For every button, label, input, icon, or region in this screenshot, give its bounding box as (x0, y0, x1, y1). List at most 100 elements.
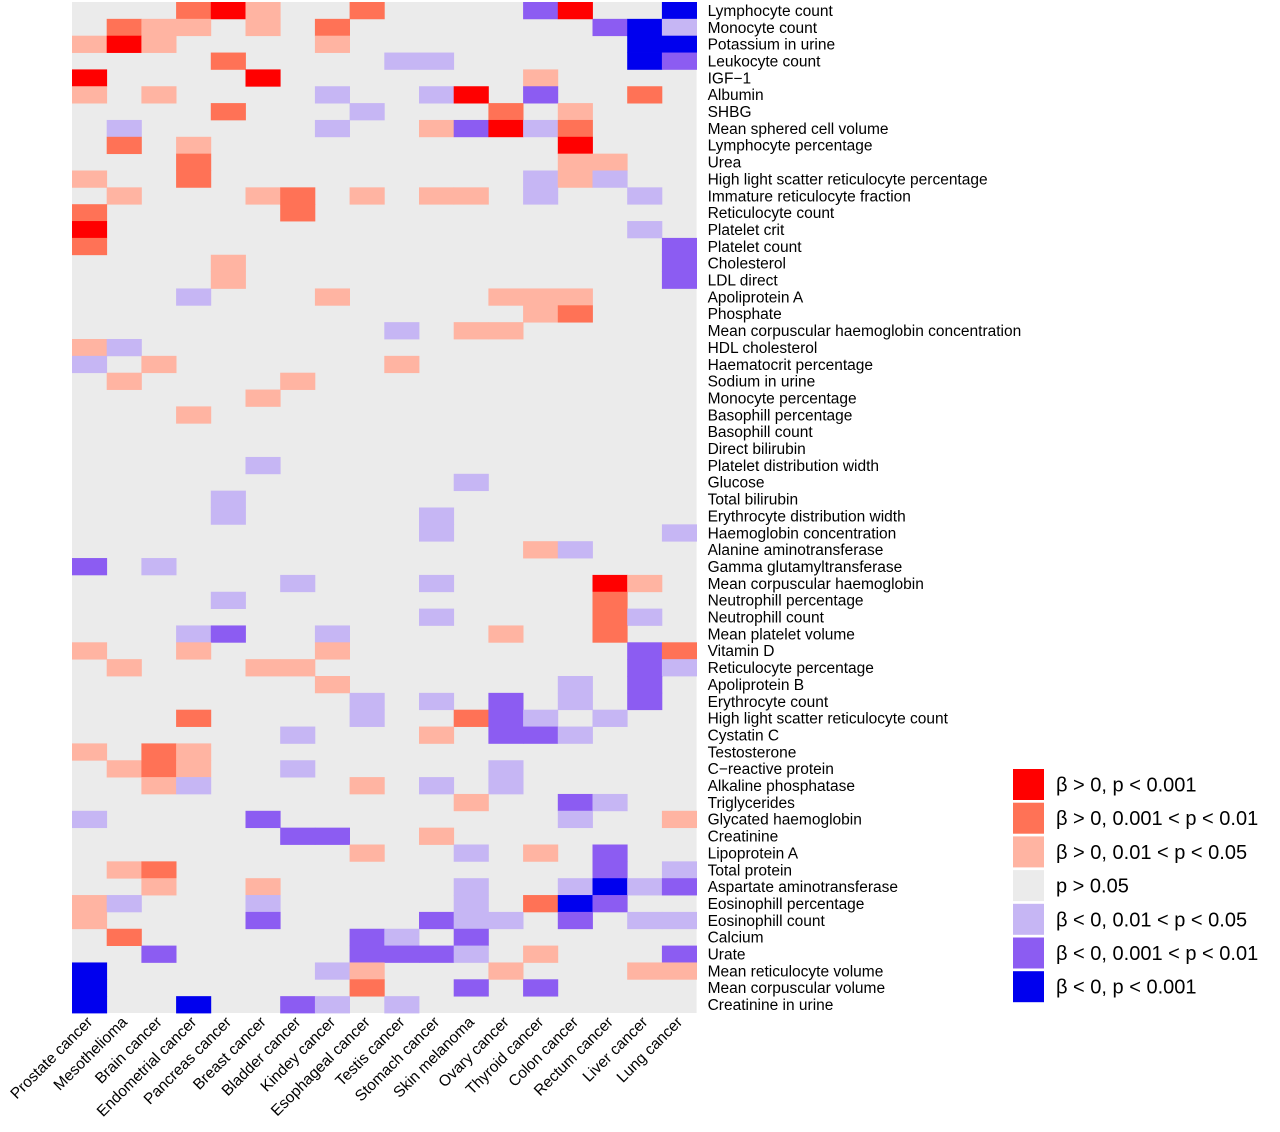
heatmap-cell (280, 204, 316, 222)
heatmap-cell (384, 355, 420, 374)
row-label: Mean corpuscular volume (708, 980, 885, 997)
heatmap-cell (523, 895, 559, 913)
heatmap-cell (176, 642, 212, 660)
row-label: Haematocrit percentage (708, 357, 873, 374)
heatmap-cell (523, 170, 559, 188)
row-label: Albumin (708, 87, 764, 104)
heatmap-cell (176, 996, 212, 1014)
heatmap-cell (349, 709, 385, 727)
heatmap-cell (661, 945, 697, 963)
heatmap-cell (453, 709, 489, 727)
heatmap-cell (557, 2, 593, 20)
heatmap-cell (245, 878, 281, 896)
row-label: Basophill count (708, 424, 814, 441)
row-label: Platelet count (708, 239, 803, 256)
heatmap-cell (72, 86, 108, 104)
heatmap-cell (592, 709, 628, 727)
row-label: Urea (708, 155, 742, 172)
row-label: LDL direct (708, 273, 779, 290)
heatmap-cell (488, 625, 524, 643)
heatmap-cell (523, 726, 559, 744)
heatmap-cell (106, 861, 142, 879)
heatmap-cell (245, 810, 281, 829)
heatmap-cell (453, 86, 489, 104)
row-label: Potassium in urine (708, 37, 836, 54)
heatmap-cell (176, 170, 212, 188)
heatmap-cell (210, 103, 246, 121)
row-label: Basophill percentage (708, 407, 853, 424)
heatmap-cell (627, 692, 663, 711)
heatmap-cell (557, 726, 593, 744)
legend-label: β < 0, 0.01 < p < 0.05 (1056, 909, 1247, 931)
row-label: Mean corpuscular haemoglobin concentrati… (708, 323, 1022, 340)
heatmap-cell (280, 827, 316, 845)
legend-label: β > 0, 0.001 < p < 0.01 (1056, 808, 1258, 830)
row-label: Testosterone (708, 744, 797, 761)
heatmap-cell (453, 119, 489, 138)
heatmap-cell (314, 962, 350, 980)
row-label: Neutrophill count (708, 610, 825, 627)
heatmap-cell (592, 878, 628, 896)
heatmap-cell (349, 945, 385, 963)
heatmap-cell (176, 625, 212, 643)
heatmap-cell (72, 558, 108, 576)
row-label: Eosinophill percentage (708, 896, 865, 913)
row-label: Erythrocyte distribution width (708, 508, 906, 525)
row-label: Gamma glutamyltransferase (708, 559, 903, 576)
heatmap-cell (280, 372, 316, 390)
heatmap-cell (349, 187, 385, 205)
row-label: Total bilirubin (708, 492, 798, 509)
heatmap-cell (106, 659, 142, 677)
heatmap-cell (314, 996, 350, 1014)
heatmap-cell (210, 507, 246, 525)
row-label: Urate (708, 947, 746, 964)
heatmap-cell (557, 793, 593, 812)
row-label: Sodium in urine (708, 374, 816, 391)
heatmap-cell (557, 119, 593, 138)
heatmap-cell (72, 979, 108, 997)
heatmap-cell (141, 558, 177, 576)
heatmap-cell (419, 86, 455, 104)
heatmap-cell (141, 878, 177, 896)
heatmap-cell (661, 52, 697, 70)
heatmap-cell (488, 119, 524, 138)
heatmap-cell (419, 777, 455, 795)
row-label: HDL cholesterol (708, 340, 818, 357)
legend-label: β > 0, p < 0.001 (1056, 775, 1197, 797)
row-label: Immature reticulocyte fraction (708, 188, 911, 205)
row-label: Neutrophill percentage (708, 593, 864, 610)
heatmap-cell (106, 339, 142, 357)
heatmap-cell (419, 52, 455, 70)
heatmap-cell (314, 625, 350, 643)
heatmap-cell (349, 2, 385, 20)
heatmap-cell (280, 187, 316, 205)
heatmap-cell (557, 878, 593, 896)
heatmap-cell (106, 35, 142, 53)
row-label: Calcium (708, 930, 764, 947)
heatmap-cell (627, 187, 663, 205)
heatmap-cell (557, 895, 593, 913)
heatmap-cell (627, 962, 663, 980)
heatmap-cell (245, 389, 281, 407)
heatmap-cell (72, 355, 108, 374)
heatmap-cell (141, 18, 177, 37)
heatmap-cell (592, 895, 628, 913)
row-label: Mean reticulocyte volume (708, 963, 884, 980)
legend-swatch (1013, 802, 1044, 834)
heatmap-cell (627, 574, 663, 593)
legend-label: β < 0, 0.001 < p < 0.01 (1056, 943, 1258, 965)
legend-swatch (1013, 769, 1044, 800)
heatmap-cell (245, 659, 281, 677)
heatmap-cell (661, 861, 697, 879)
heatmap-cell (661, 271, 697, 289)
heatmap-cell (592, 793, 628, 812)
heatmap-cell (106, 928, 142, 946)
heatmap-cell (210, 254, 246, 272)
heatmap-cell (557, 153, 593, 171)
legend-swatch (1013, 971, 1044, 1003)
heatmap-cell (523, 2, 559, 20)
heatmap-cell (72, 996, 108, 1014)
row-label: High light scatter reticulocyte percenta… (708, 171, 988, 188)
heatmap-cell (627, 86, 663, 104)
heatmap-cell (488, 322, 524, 340)
